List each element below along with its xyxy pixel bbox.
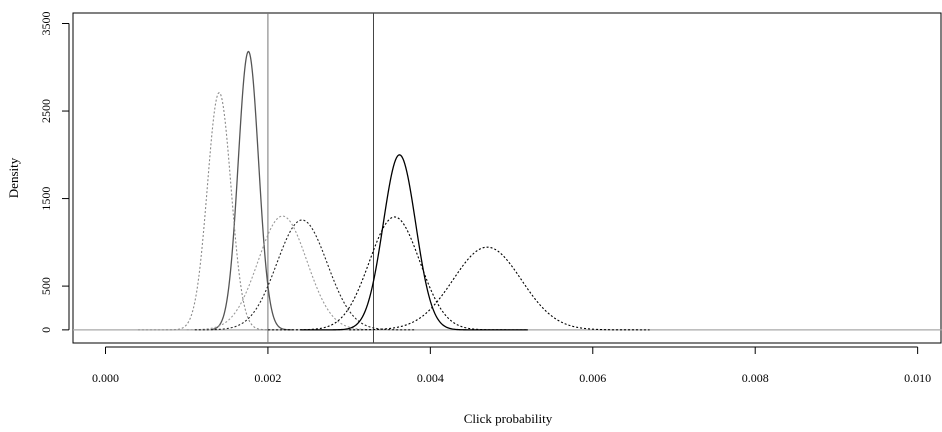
x-tick-label: 0.006 [579, 371, 606, 385]
x-tick-label: 0.008 [742, 371, 769, 385]
y-tick-label: 3500 [39, 12, 53, 36]
density-curve-5 [300, 154, 528, 331]
y-axis-title: Density [6, 157, 21, 198]
y-tick-label: 1500 [39, 187, 53, 211]
density-curve-1 [210, 50, 293, 331]
x-tick-label: 0.010 [904, 371, 931, 385]
density-curve-4 [194, 219, 415, 331]
y-tick-label: 500 [39, 277, 53, 295]
x-axis-title: Click probability [464, 411, 553, 426]
x-tick-label: 0.004 [417, 371, 444, 385]
density-curve-2 [137, 92, 281, 331]
x-tick-label: 0.000 [92, 371, 119, 385]
plot-area: 0.000 0.002 0.004 0.006 0.008 0.010 0 500 1500 25… [39, 12, 942, 385]
density-curve-3 [186, 215, 398, 331]
plot-frame [72, 12, 942, 344]
density-curve-6 [267, 216, 528, 331]
x-tick-label: 0.002 [254, 371, 281, 385]
y-tick-label: 0 [39, 327, 53, 333]
density-curve-7 [349, 246, 650, 331]
y-tick-label: 2500 [39, 99, 53, 123]
